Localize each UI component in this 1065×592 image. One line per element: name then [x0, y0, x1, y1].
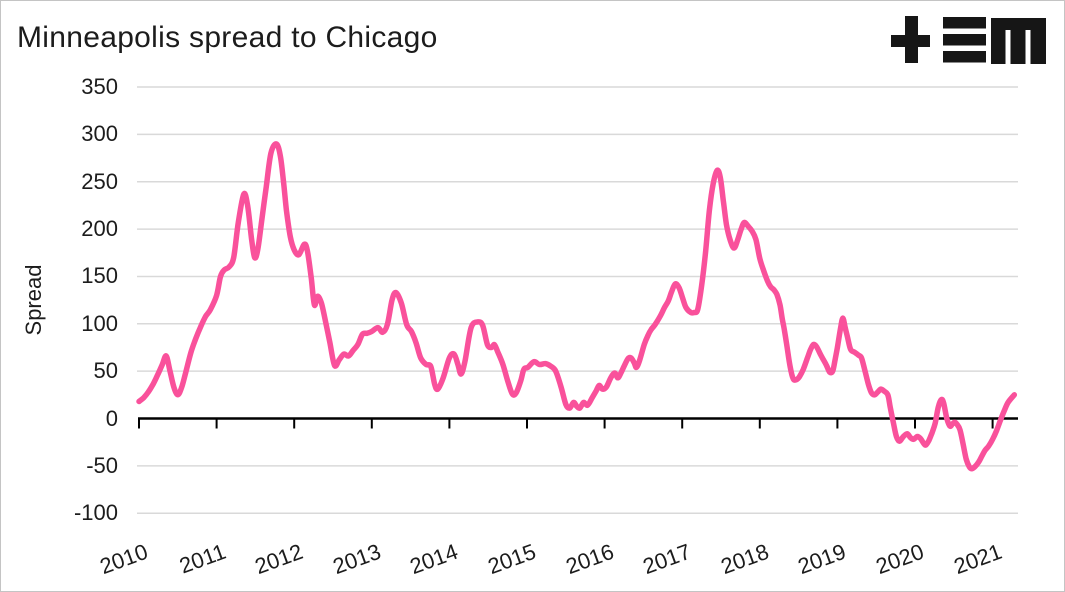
triple-bar-icon [943, 17, 986, 63]
plus-icon [891, 16, 930, 63]
blocky-m-icon [991, 18, 1046, 64]
tem-logo [891, 16, 1046, 64]
spread-line [136, 141, 1018, 472]
chart-title: Minneapolis spread to Chicago [17, 21, 438, 54]
